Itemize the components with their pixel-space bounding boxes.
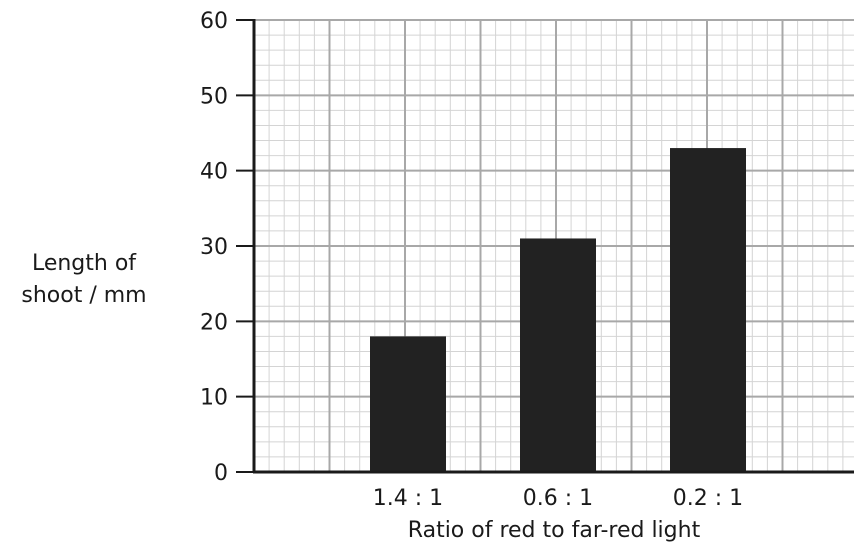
bars	[370, 148, 746, 473]
y-tick-label: 50	[200, 84, 228, 109]
bar	[520, 238, 596, 472]
x-axis-label: Ratio of red to far-red light	[407, 518, 701, 543]
y-axis-label-line-2: shoot / mm	[21, 283, 147, 308]
x-tick-labels: 1.4 : 1 0.6 : 1 0.2 : 1	[373, 486, 743, 511]
bar	[370, 336, 446, 472]
x-tick-label: 0.6 : 1	[523, 486, 593, 511]
y-axis-label-line-1: Length of	[31, 251, 137, 276]
x-tick-label: 1.4 : 1	[373, 486, 443, 511]
y-tick-label: 30	[200, 235, 228, 260]
bar	[670, 148, 746, 473]
y-tick-label: 20	[200, 310, 228, 335]
y-tick-label: 10	[200, 386, 228, 411]
x-tick-label: 0.2 : 1	[673, 486, 743, 511]
y-tick-label: 60	[200, 9, 228, 34]
y-axis-label: Length of shoot / mm	[4, 248, 164, 312]
y-tick-label: 0	[214, 461, 228, 486]
y-tick-labels: 0 10 20 30 40 50 60	[200, 9, 254, 486]
y-tick-label: 40	[200, 160, 228, 185]
